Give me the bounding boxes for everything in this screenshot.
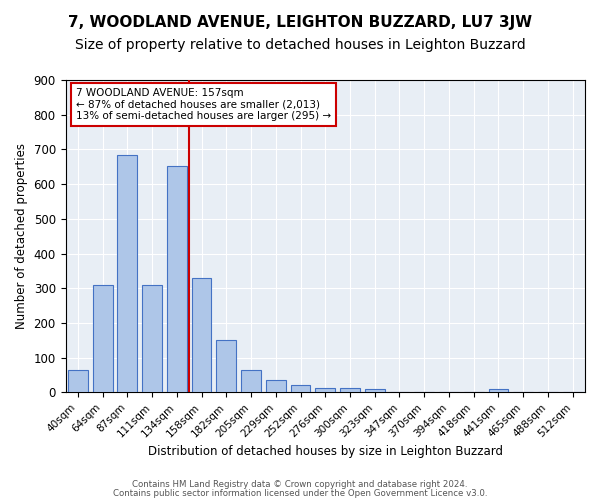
Text: Size of property relative to detached houses in Leighton Buzzard: Size of property relative to detached ho… xyxy=(74,38,526,52)
Bar xyxy=(68,370,88,392)
Text: 7, WOODLAND AVENUE, LEIGHTON BUZZARD, LU7 3JW: 7, WOODLAND AVENUE, LEIGHTON BUZZARD, LU… xyxy=(68,15,532,30)
Bar xyxy=(241,370,261,392)
Bar xyxy=(316,388,335,392)
Bar xyxy=(217,340,236,392)
Bar xyxy=(266,380,286,392)
Bar xyxy=(142,286,162,393)
Bar xyxy=(340,388,360,392)
Bar xyxy=(93,286,113,393)
Text: Contains HM Land Registry data © Crown copyright and database right 2024.: Contains HM Land Registry data © Crown c… xyxy=(132,480,468,489)
Y-axis label: Number of detached properties: Number of detached properties xyxy=(15,143,28,329)
X-axis label: Distribution of detached houses by size in Leighton Buzzard: Distribution of detached houses by size … xyxy=(148,444,503,458)
Text: Contains public sector information licensed under the Open Government Licence v3: Contains public sector information licen… xyxy=(113,490,487,498)
Bar xyxy=(290,386,310,392)
Bar xyxy=(167,166,187,392)
Bar xyxy=(488,389,508,392)
Text: 7 WOODLAND AVENUE: 157sqm
← 87% of detached houses are smaller (2,013)
13% of se: 7 WOODLAND AVENUE: 157sqm ← 87% of detac… xyxy=(76,88,331,121)
Bar xyxy=(118,154,137,392)
Bar xyxy=(191,278,211,392)
Bar xyxy=(365,389,385,392)
